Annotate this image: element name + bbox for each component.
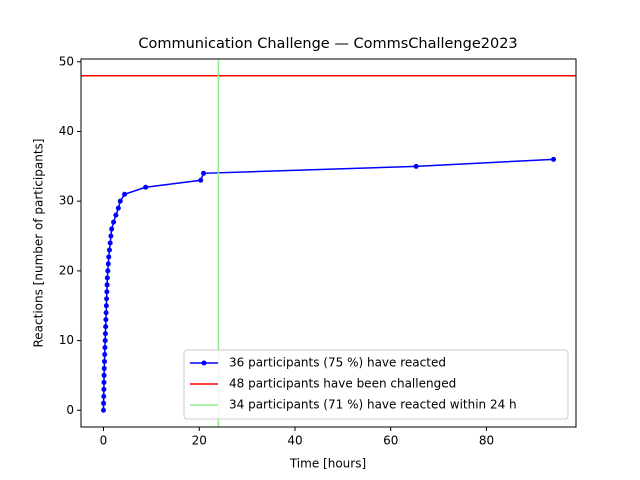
data-point <box>117 198 123 204</box>
x-tick-label: 0 <box>100 434 108 448</box>
data-point <box>198 177 204 183</box>
data-point <box>102 345 108 351</box>
data-point <box>551 156 556 162</box>
x-axis-label: Time [hours] <box>289 457 366 471</box>
x-tick-label: 20 <box>192 434 207 448</box>
y-axis-label: Reactions [number of participants] <box>32 139 46 348</box>
data-point <box>104 296 110 302</box>
data-point <box>104 275 110 281</box>
data-point <box>107 240 113 246</box>
x-tick-label: 60 <box>383 434 398 448</box>
y-tick-label: 50 <box>59 54 74 68</box>
data-point <box>115 205 121 211</box>
data-point <box>103 317 109 323</box>
data-point <box>101 365 107 371</box>
data-point <box>106 254 112 260</box>
data-point <box>103 303 109 309</box>
data-point <box>101 386 107 392</box>
data-point <box>102 331 108 337</box>
data-point <box>413 163 419 169</box>
data-point <box>103 310 109 316</box>
data-point <box>108 233 114 239</box>
y-tick-label: 30 <box>59 194 74 208</box>
data-point <box>111 219 117 225</box>
data-point <box>143 184 149 190</box>
y-tick-label: 40 <box>59 124 74 138</box>
legend-label: 48 participants have been challenged <box>229 377 456 391</box>
y-tick-label: 20 <box>59 263 74 277</box>
legend-marker <box>201 360 207 366</box>
legend-label: 34 participants (71 %) have reacted with… <box>229 398 517 412</box>
legend-label: 36 participants (75 %) have reacted <box>229 356 446 370</box>
data-point <box>101 407 106 413</box>
data-point <box>105 261 111 267</box>
legend-box <box>183 349 569 420</box>
data-point <box>102 352 108 358</box>
data-point <box>109 226 115 232</box>
data-point <box>101 400 107 406</box>
data-point <box>113 212 119 218</box>
data-point <box>102 338 108 344</box>
y-tick-label: 10 <box>59 333 74 347</box>
data-point <box>122 191 128 197</box>
data-point <box>103 324 109 330</box>
x-tick-label: 80 <box>479 434 494 448</box>
data-point <box>101 358 107 364</box>
y-tick-label: 0 <box>66 403 74 417</box>
data-point <box>106 247 112 253</box>
data-point <box>105 268 111 274</box>
data-point <box>201 170 207 176</box>
x-tick-label: 40 <box>287 434 302 448</box>
data-point <box>104 282 110 288</box>
plot-frame <box>80 58 577 428</box>
data-point <box>101 372 107 378</box>
chart-title: Communication Challenge — CommsChallenge… <box>138 36 517 52</box>
data-point <box>101 393 107 399</box>
data-point <box>101 379 107 385</box>
data-point <box>104 289 110 295</box>
